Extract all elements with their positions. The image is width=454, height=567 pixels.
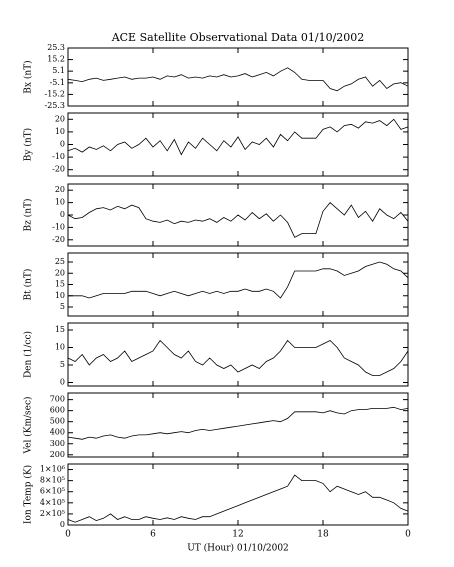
- chart-title: ACE Satellite Observational Data 01/10/2…: [111, 31, 365, 44]
- x-axis-label: UT (Hour) 01/10/2002: [187, 543, 289, 554]
- y-tick-label: 25: [55, 257, 65, 266]
- y-tick-label: 20: [55, 185, 65, 194]
- y-tick-label: 0: [60, 210, 65, 219]
- y-tick-label: 10: [55, 198, 65, 207]
- y-tick-label: 600: [50, 406, 65, 415]
- y-axis-label: Den (1/cc): [23, 331, 34, 378]
- y-axis-label: Bx (nT): [23, 60, 34, 93]
- y-tick-label: -15.2: [44, 89, 65, 98]
- y-tick-label: 0: [60, 140, 65, 149]
- y-tick-label: 300: [50, 439, 65, 448]
- data-line: [68, 261, 409, 299]
- y-tick-label: -10: [52, 152, 65, 161]
- panel-frame: [67, 47, 409, 107]
- y-tick-label: 5: [60, 302, 65, 311]
- y-tick-label: 25.3: [47, 43, 65, 52]
- y-tick-label: 4×10⁵: [40, 498, 65, 507]
- data-line: [67, 67, 409, 92]
- x-tick-label: 12: [232, 530, 243, 540]
- x-tick-label: 18: [317, 530, 329, 540]
- data-line: [67, 118, 409, 156]
- x-tick-label: 0: [405, 530, 411, 540]
- y-tick-label: -10: [52, 222, 65, 231]
- data-line: [67, 202, 409, 238]
- y-tick-label: 5: [60, 360, 65, 369]
- y-tick-label: 1×10⁶: [40, 465, 65, 474]
- y-tick-label: 10: [55, 343, 65, 352]
- data-line: [67, 406, 409, 440]
- x-tick-label: 0: [65, 530, 71, 540]
- y-tick-label: -20: [52, 165, 65, 174]
- y-tick-label: -5.1: [50, 78, 65, 87]
- panel-frame: [67, 392, 409, 458]
- y-tick-label: 15: [55, 325, 65, 334]
- y-tick-label: 2×10⁵: [40, 509, 65, 518]
- y-tick-label: 10: [55, 291, 65, 300]
- y-tick-label: 8×10⁵: [40, 476, 65, 485]
- panel-frame: [67, 322, 409, 387]
- y-tick-label: 20: [55, 268, 65, 277]
- data-line: [67, 339, 409, 376]
- y-tick-label: 500: [50, 417, 65, 426]
- y-tick-label: 700: [50, 395, 65, 404]
- panel-frame: [67, 112, 409, 177]
- y-tick-label: 0: [60, 378, 65, 387]
- y-tick-label: 400: [50, 428, 65, 437]
- y-tick-label: 20: [55, 114, 65, 123]
- panel-frame: [67, 252, 409, 317]
- y-axis-label: Bt (nT): [23, 269, 34, 301]
- data-line: [67, 474, 409, 523]
- y-axis-label: Ion Temp (K): [23, 465, 34, 524]
- x-tick-label: 6: [150, 530, 156, 540]
- y-tick-label: 200: [50, 450, 65, 459]
- y-tick-label: 15: [55, 280, 65, 289]
- y-axis-label: Vel (Km/sec): [23, 396, 34, 454]
- y-tick-label: 5.1: [52, 66, 65, 75]
- panel-frame: [67, 463, 409, 526]
- y-axis-label: Bz (nT): [23, 198, 34, 231]
- y-tick-label: 10: [55, 127, 65, 136]
- y-tick-label: 6×10⁵: [40, 487, 65, 496]
- y-tick-label: -20: [52, 235, 65, 244]
- y-axis-label: By (nT): [23, 128, 34, 161]
- y-tick-label: 15.2: [47, 55, 65, 64]
- y-tick-label: -25.3: [44, 101, 65, 110]
- y-tick-label: 0: [60, 520, 65, 529]
